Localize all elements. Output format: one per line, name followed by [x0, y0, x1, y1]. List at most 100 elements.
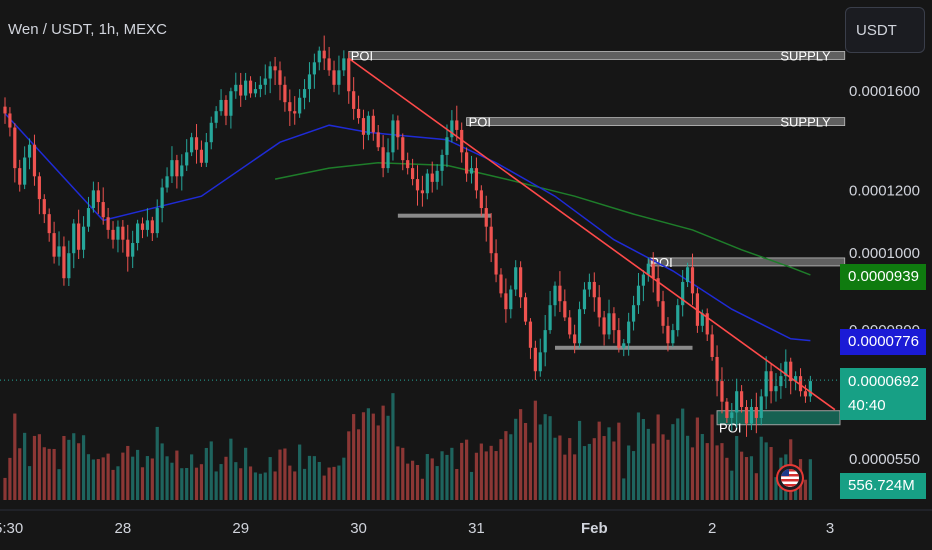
candle-body — [445, 137, 449, 155]
volume-bar — [754, 473, 758, 500]
candle-body — [111, 229, 115, 240]
volume-bar — [131, 456, 135, 500]
candle-body — [710, 334, 714, 357]
candle-body — [504, 293, 508, 310]
last-price-tag: 0.0000692 40:40 — [840, 368, 926, 420]
candle-body — [62, 246, 66, 279]
volume-bar — [455, 469, 459, 500]
poi-label: POI — [351, 48, 373, 63]
volume-bar — [194, 467, 199, 500]
candle-body — [514, 267, 518, 290]
candle-body — [37, 176, 41, 200]
ma-fast-value: 0.0000776 — [848, 333, 919, 350]
candle-body — [145, 220, 150, 230]
volume-bar — [425, 454, 429, 500]
candle-body — [749, 407, 754, 424]
flag-icon[interactable] — [776, 464, 804, 492]
volume-bar — [435, 466, 439, 500]
candle-body — [666, 325, 670, 344]
last-price-value: 0.0000692 — [848, 373, 919, 390]
candle-body — [602, 317, 606, 335]
candle-body — [180, 165, 184, 177]
volume-bar — [155, 426, 159, 500]
volume-bar — [509, 434, 513, 500]
volume-bar — [774, 477, 778, 500]
volume-bar — [450, 447, 454, 500]
candle-body — [342, 58, 346, 71]
volume-bar — [568, 438, 572, 500]
candle-body — [278, 70, 282, 85]
volume-bar — [494, 451, 498, 500]
candle-body — [224, 99, 228, 116]
candle-body — [126, 239, 130, 257]
candle-body — [268, 66, 272, 79]
volume-bar — [77, 443, 81, 500]
candle-body — [676, 305, 680, 331]
volume-bar — [514, 418, 518, 500]
candle-body — [361, 118, 366, 135]
candle-body — [190, 137, 194, 153]
volume-bar — [465, 439, 469, 500]
volume-bar — [312, 456, 316, 500]
candle-body — [209, 122, 213, 143]
candle-body — [3, 106, 7, 114]
ma-slow-price-tag: 0.0000939 — [840, 264, 926, 290]
volume-bar — [519, 409, 523, 500]
candle-body — [322, 50, 326, 59]
candle-body — [332, 70, 336, 85]
volume-bar — [244, 447, 248, 500]
volume-bar — [27, 466, 32, 500]
candle-body — [533, 347, 537, 372]
candle-body — [57, 246, 61, 257]
currency-button[interactable]: USDT — [845, 7, 925, 53]
candle-body — [597, 297, 601, 318]
candle-body — [779, 376, 783, 387]
candle-body — [764, 371, 768, 397]
volume-bar — [356, 429, 361, 500]
volume-bar — [72, 433, 76, 500]
candle-body — [18, 168, 22, 185]
volume-bar — [253, 472, 258, 500]
candle-body — [563, 301, 567, 318]
volume-bar — [248, 466, 253, 500]
volume-bar — [234, 462, 238, 500]
candle-body — [27, 144, 32, 158]
candle-body — [307, 74, 312, 90]
volume-bar — [37, 434, 41, 500]
volume-bar — [484, 451, 488, 500]
candle-body — [253, 89, 258, 94]
candle-body — [23, 157, 27, 185]
volume-bar — [592, 438, 596, 500]
volume-bar — [111, 469, 115, 500]
candle-body — [67, 253, 71, 279]
volume-bar — [185, 467, 189, 500]
poi-label: POI — [719, 421, 741, 436]
volume-bar — [361, 412, 366, 500]
volume-bar — [627, 445, 631, 500]
volume-bar — [57, 469, 61, 500]
volume-bar — [671, 424, 675, 500]
candle-body — [715, 356, 719, 382]
candle-body — [386, 152, 390, 169]
volume-bar — [533, 400, 537, 500]
moving-averages — [4, 112, 811, 342]
candle-body — [617, 330, 621, 348]
volume-bar — [573, 454, 577, 500]
candle-body — [293, 111, 297, 114]
volume-price-tag: 556.724M — [840, 473, 926, 499]
candle-body — [352, 91, 356, 109]
volume-bar — [13, 413, 17, 500]
candle-body — [155, 208, 159, 234]
poi-supply-zone — [466, 117, 846, 127]
volume-bar — [553, 437, 557, 500]
candle-body — [52, 233, 56, 257]
volume-bar — [293, 471, 297, 500]
candle-body — [258, 84, 262, 90]
candle-body — [47, 214, 51, 234]
volume-bar — [337, 465, 341, 500]
candle-body — [175, 160, 179, 177]
volume-bar — [190, 454, 194, 500]
volume-bar — [96, 459, 100, 500]
candle-body — [735, 391, 739, 413]
